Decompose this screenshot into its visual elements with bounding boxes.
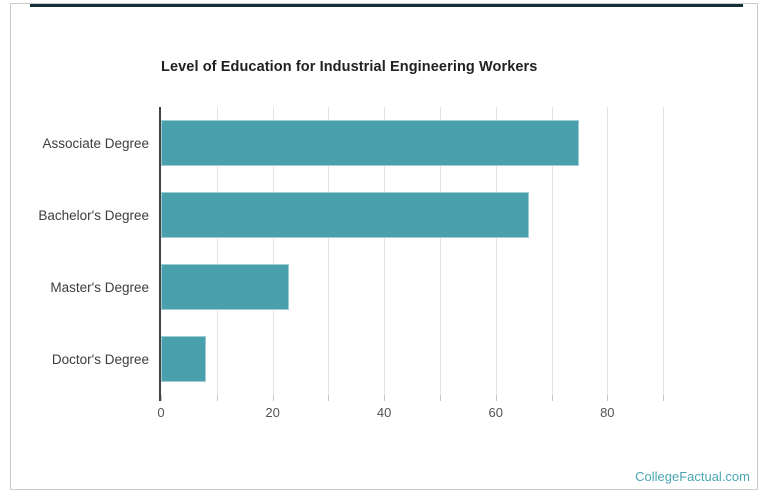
x-axis-tick-label: 20 [265,405,280,420]
gridline [384,107,386,395]
gridline [272,107,274,395]
x-axis-tick-label: 80 [600,405,615,420]
bar-row: Bachelor's Degree [11,179,757,251]
x-axis-tick [161,395,162,401]
x-axis-tick [272,395,274,401]
bar [161,264,290,310]
chart-title: Level of Education for Industrial Engine… [161,59,538,75]
gridline [328,107,330,395]
x-axis-tick [607,395,609,401]
bar-row: Doctor's Degree [11,323,757,395]
x-axis-tick-label: 60 [488,405,503,420]
gridline [663,107,665,395]
gridline [216,107,218,395]
watermark-link[interactable]: CollegeFactual.com [635,469,750,484]
bar [161,192,530,238]
category-label: Doctor's Degree [51,351,149,367]
bar [161,120,580,166]
x-axis-tick [495,395,497,401]
x-axis-tick [551,395,553,401]
x-axis-tick-label: 0 [157,405,165,420]
y-axis-line [159,107,161,401]
bar [161,336,206,382]
gridline [551,107,553,395]
category-label: Bachelor's Degree [38,207,149,223]
x-axis-tick [384,395,386,401]
x-axis-tick [663,395,665,401]
x-axis-tick [439,395,441,401]
x-axis-tick [328,395,330,401]
gridline [495,107,497,395]
category-label: Master's Degree [50,279,149,295]
x-axis-tick-label: 40 [376,405,392,420]
top-accent-bar [30,4,743,7]
gridline [607,107,609,395]
gridline [439,107,441,395]
x-axis-tick [216,395,218,401]
chart-card: Level of Education for Industrial Engine… [10,3,758,490]
bar-row: Associate Degree [11,107,757,179]
category-label: Associate Degree [42,135,149,151]
bar-row: Master's Degree [11,251,757,323]
chart-area: Associate Degree Bachelor's Degree Master'… [11,107,757,447]
